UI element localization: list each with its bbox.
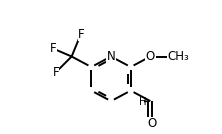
Text: CH₃: CH₃ bbox=[167, 50, 189, 63]
Text: F: F bbox=[50, 42, 57, 55]
Text: O: O bbox=[146, 50, 155, 63]
Text: F: F bbox=[53, 66, 59, 79]
Text: O: O bbox=[147, 117, 156, 130]
Text: N: N bbox=[107, 50, 115, 63]
Text: F: F bbox=[77, 28, 84, 41]
Text: H: H bbox=[139, 97, 146, 107]
